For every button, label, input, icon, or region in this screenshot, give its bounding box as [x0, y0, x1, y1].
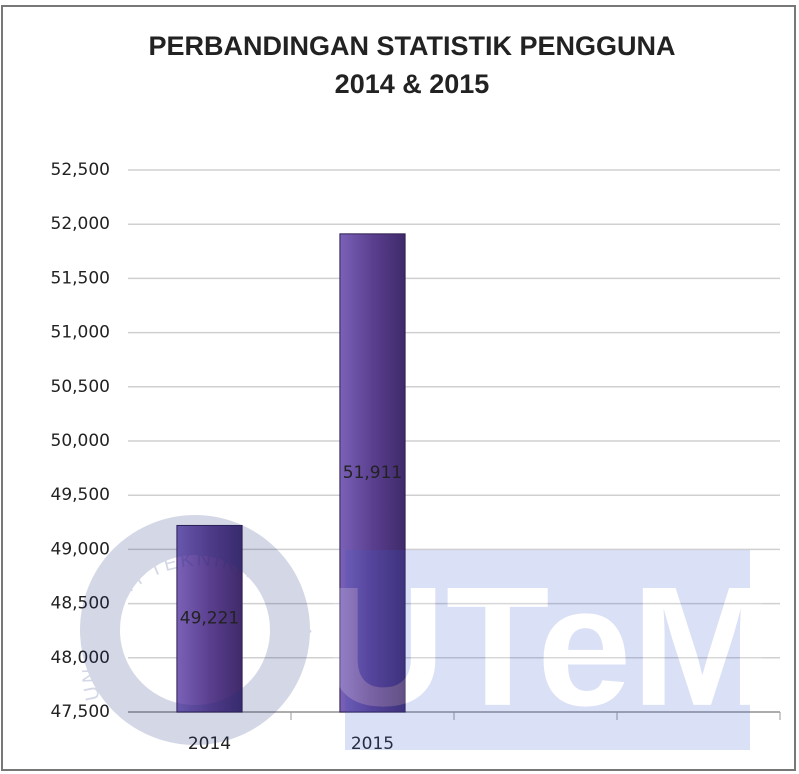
y-tick-label: 48,500 [51, 594, 110, 614]
x-tick-label: 2014 [188, 734, 231, 754]
data-label: 49,221 [180, 609, 239, 629]
y-tick-label: 49,000 [51, 539, 110, 559]
y-tick-label: 52,500 [51, 160, 110, 180]
chart-title: 2014 & 2015 [335, 69, 490, 99]
bar [176, 524, 243, 713]
bar [339, 233, 406, 713]
watermark-logo: UTeM [323, 552, 773, 742]
y-tick-label: 47,500 [51, 702, 110, 722]
y-tick-label: 50,000 [51, 431, 110, 451]
y-tick-label: 49,500 [51, 485, 110, 505]
y-tick-label: 51,500 [51, 268, 110, 288]
y-tick-label: 48,000 [51, 648, 110, 668]
y-tick-label: 52,000 [51, 214, 110, 234]
data-label: 51,911 [343, 463, 402, 483]
x-tick-label: 2015 [351, 734, 394, 754]
watermark-ring [80, 515, 310, 745]
chart-title: PERBANDINGAN STATISTIK PENGGUNA [148, 31, 675, 61]
watermark-box [345, 550, 750, 750]
y-tick-label: 51,000 [51, 323, 110, 343]
y-tick-label: 50,500 [51, 377, 110, 397]
